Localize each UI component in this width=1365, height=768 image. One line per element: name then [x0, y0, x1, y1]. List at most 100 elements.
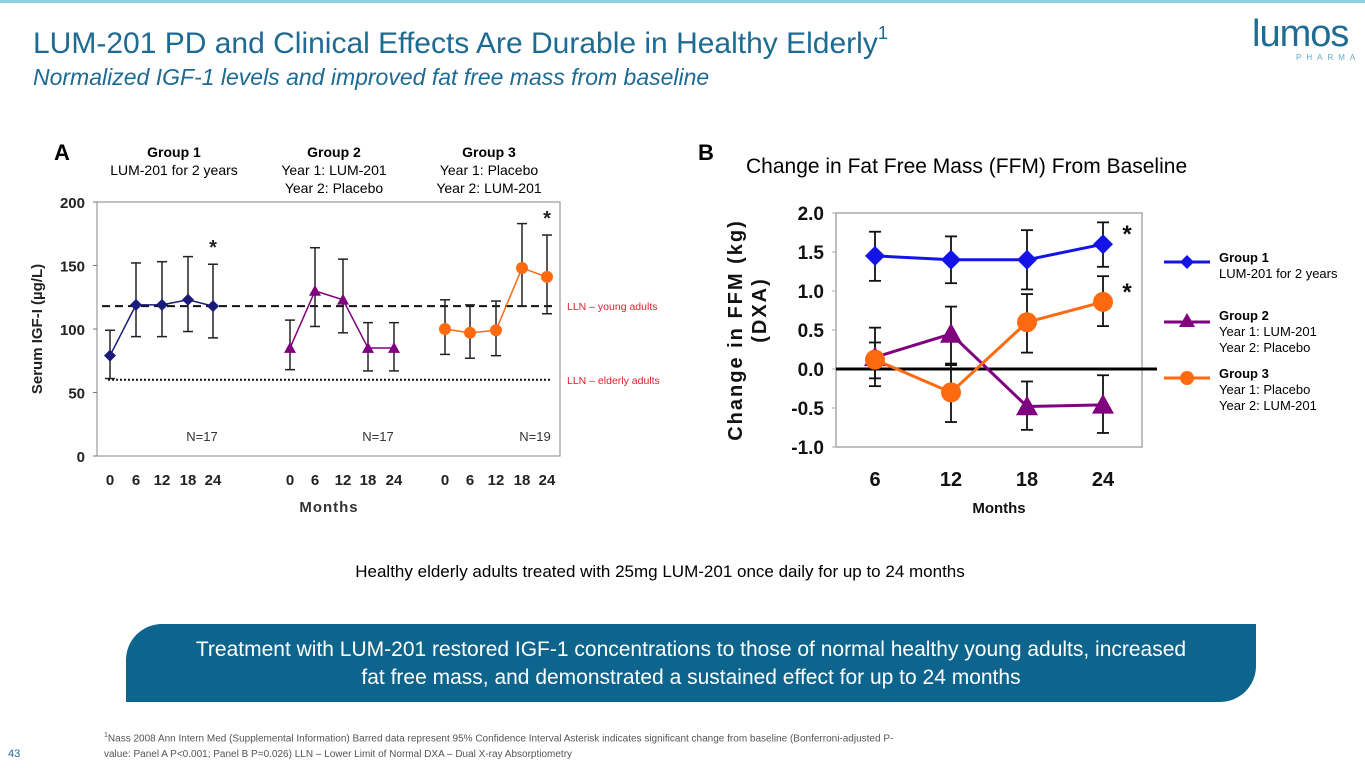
panel-a-group1-header: Group 1 LUM-201 for 2 years — [102, 143, 246, 179]
purple-triangle-line-icon — [1164, 313, 1210, 327]
group-name: Group 3 — [462, 144, 516, 160]
legend-name: Group 1 — [1219, 250, 1269, 265]
logo-word: lumos — [1252, 13, 1349, 55]
x-tick-label: 0 — [441, 472, 449, 489]
footnote: 1Nass 2008 Ann Intern Med (Supplemental … — [104, 728, 1044, 763]
x-tick-label: 18 — [514, 472, 531, 489]
header-accent-line — [0, 0, 1365, 3]
x-tick-label: 12 — [335, 472, 352, 489]
data-point — [104, 349, 116, 362]
y-tick-label: 200 — [60, 195, 85, 212]
x-tick-label: 24 — [386, 472, 403, 489]
significance-asterisk: * — [209, 237, 217, 259]
orange-circle-line-icon — [1164, 371, 1210, 385]
series-line-2 — [874, 332, 1104, 408]
panel-b-label: B — [698, 140, 714, 165]
title-footnote-ref: 1 — [877, 23, 888, 43]
group-desc: Year 2: Placebo — [284, 180, 384, 196]
page-subtitle: Normalized IGF-1 levels and improved fat… — [33, 64, 710, 90]
title-text: LUM-201 PD and Clinical Effects Are Dura… — [33, 27, 878, 60]
y-tick-label: 1.5 — [798, 243, 825, 264]
data-point — [362, 342, 374, 353]
legend-name: Group 3 — [1219, 366, 1269, 381]
n-label: N=17 — [186, 429, 217, 444]
series-line-1 — [874, 242, 1104, 262]
group-name: Group 1 — [147, 144, 201, 160]
x-tick-label: 18 — [180, 472, 197, 489]
study-note: Healthy elderly adults treated with 25mg… — [355, 562, 965, 581]
lln-young-label: LLN – young adults — [567, 301, 657, 313]
panel-b-title: Change in Fat Free Mass (FFM) From Basel… — [746, 155, 1188, 178]
legend-name: Group 2 — [1219, 308, 1269, 323]
x-tick-label: 0 — [106, 472, 114, 489]
y-tick-label: 0.5 — [798, 321, 825, 342]
data-point — [1016, 395, 1038, 416]
group-desc: LUM-201 for 2 years — [110, 162, 238, 178]
x-tick-label: 6 — [311, 472, 319, 489]
data-point — [309, 284, 321, 296]
data-point — [490, 324, 502, 337]
data-point — [388, 342, 400, 353]
data-point — [156, 298, 168, 311]
data-point — [865, 245, 885, 266]
data-point — [1017, 312, 1037, 333]
group-desc: Year 1: Placebo — [439, 162, 539, 178]
x-tick-label: 12 — [154, 472, 171, 489]
blue-diamond-line-icon — [1164, 255, 1210, 269]
legend-desc: Year 1: LUM-201 — [1219, 324, 1317, 339]
x-tick-label: 24 — [1092, 469, 1115, 491]
legend-item-group2: Group 2 Year 1: LUM-201 Year 2: Placebo — [1162, 308, 1338, 366]
n-label: N=17 — [362, 429, 393, 444]
legend-item-group3: Group 3 Year 1: Placebo Year 2: LUM-201 — [1162, 366, 1338, 424]
x-tick-label: 18 — [1016, 469, 1038, 491]
y-tick-label: 0.0 — [798, 360, 824, 381]
y-axis-label: Serum IGF-I (µg/L) — [29, 264, 46, 394]
callout-line-1: Treatment with LUM-201 restored IGF-1 co… — [195, 638, 1187, 661]
data-point — [284, 342, 296, 353]
chart-panel-b: -1.0 -0.5 0.0 0.5 1.0 1.5 2.0 Change in FFM (kg… — [725, 204, 1157, 517]
x-tick-label: 12 — [488, 472, 505, 489]
y-tick-label: -0.5 — [791, 399, 824, 420]
legend-item-group1: Group 1 LUM-201 for 2 years — [1162, 250, 1338, 308]
y-tick-label: 1.0 — [798, 282, 824, 303]
y-tick-label: 100 — [60, 322, 85, 339]
data-point — [941, 382, 961, 403]
x-tick-label: 18 — [360, 472, 377, 489]
y-tick-label: 0 — [77, 449, 85, 466]
lumos-pharma-logo: lumos PHARMA — [1252, 15, 1358, 65]
series-line-3 — [874, 300, 1104, 395]
data-point — [182, 293, 194, 306]
group-desc: Year 2: LUM-201 — [436, 180, 542, 196]
data-point — [130, 298, 142, 311]
panel-a-group2-header: Group 2 Year 1: LUM-201 Year 2: Placebo — [272, 143, 396, 197]
callout-line-2: fat free mass, and demonstrated a sustai… — [361, 666, 1021, 689]
data-point — [516, 262, 528, 275]
significance-asterisk: * — [1122, 279, 1132, 306]
x-tick-label: 24 — [539, 472, 556, 489]
legend-desc: Year 2: Placebo — [1219, 340, 1311, 355]
legend-desc: LUM-201 for 2 years — [1219, 266, 1338, 281]
panel-a-label: A — [54, 140, 70, 165]
panel-a-group3-header: Group 3 Year 1: Placebo Year 2: LUM-201 — [426, 143, 552, 197]
data-point — [940, 322, 962, 343]
data-point — [541, 270, 553, 283]
y-tick-label: -1.0 — [791, 438, 824, 459]
group-name: Group 2 — [307, 144, 361, 160]
x-tick-label: 6 — [869, 469, 880, 491]
data-point — [439, 323, 451, 335]
y-tick-label: 2.0 — [798, 204, 824, 225]
data-point — [464, 326, 476, 339]
page-title: LUM-201 PD and Clinical Effects Are Dura… — [33, 23, 888, 61]
key-takeaway-callout: Treatment with LUM-201 restored IGF-1 co… — [126, 624, 1256, 702]
legend-desc: Year 1: Placebo — [1219, 382, 1311, 397]
data-point — [1092, 393, 1114, 414]
x-axis-label: Months — [972, 500, 1025, 517]
data-point — [1093, 234, 1113, 255]
y-tick-label: 50 — [68, 386, 85, 403]
panel-b-legend: Group 1 LUM-201 for 2 years Group 2 Year… — [1162, 250, 1338, 424]
x-tick-label: 0 — [286, 472, 294, 489]
y-axis-label-line2: (DXA) — [749, 277, 771, 343]
x-tick-label: 12 — [940, 469, 962, 491]
footnote-line-1: Nass 2008 Ann Intern Med (Supplemental I… — [107, 733, 894, 745]
x-tick-label: 6 — [466, 472, 474, 489]
